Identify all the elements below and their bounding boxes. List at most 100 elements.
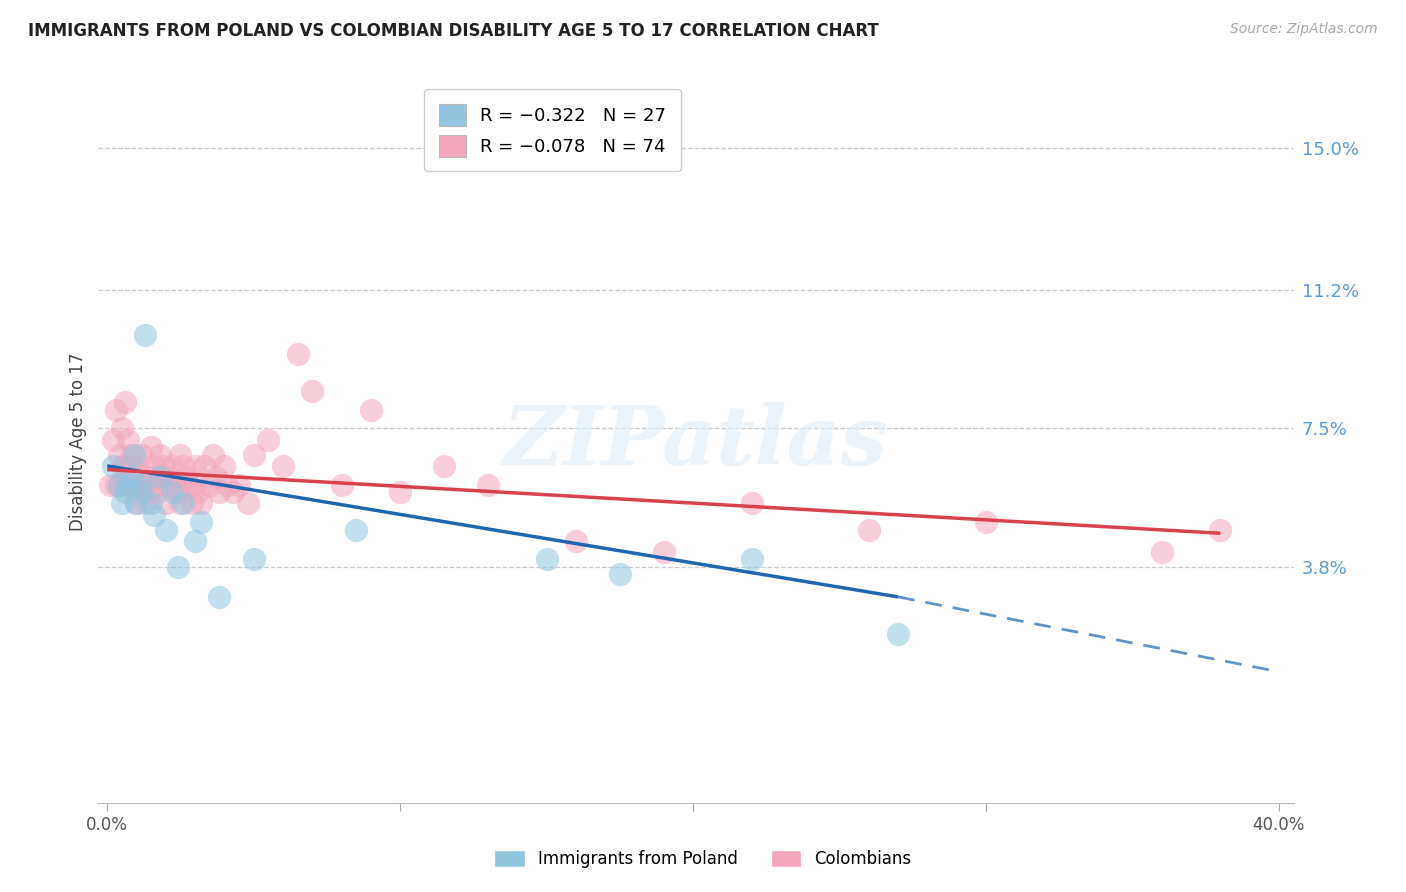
Point [190,515,212,529]
Point [741,552,763,566]
Point [131,448,153,462]
Point [141,470,163,484]
Point [105,402,127,417]
Point [179,477,201,491]
Point [149,448,172,462]
Point [287,346,309,360]
Point [131,485,153,500]
Point [184,533,207,548]
Point [1150,545,1173,559]
Point [301,384,323,398]
Point [111,421,134,435]
Point [609,567,631,582]
Point [565,533,588,548]
Point [174,470,197,484]
Point [125,496,148,510]
Point [128,458,150,473]
Point [858,523,880,537]
Point [134,327,156,342]
Point [214,458,236,473]
Point [149,470,172,484]
Point [160,458,183,473]
Point [201,448,224,462]
Point [166,485,188,500]
Point [1209,523,1232,537]
Point [242,552,264,566]
Point [155,477,177,491]
Point [105,477,127,491]
Point [98,477,121,491]
Legend: Immigrants from Poland, Colombians: Immigrants from Poland, Colombians [488,843,918,875]
Point [141,440,163,454]
Point [125,477,148,491]
Point [114,485,136,500]
Point [120,458,142,473]
Point [117,477,139,491]
Point [172,458,194,473]
Point [111,496,134,510]
Point [114,458,136,473]
Point [344,523,367,537]
Point [134,477,156,491]
Point [207,590,229,604]
Legend: R = −0.322   N = 27, R = −0.078   N = 74: R = −0.322 N = 27, R = −0.078 N = 74 [425,89,681,171]
Point [120,448,142,462]
Text: IMMIGRANTS FROM POLAND VS COLOMBIAN DISABILITY AGE 5 TO 17 CORRELATION CHART: IMMIGRANTS FROM POLAND VS COLOMBIAN DISA… [28,22,879,40]
Point [108,477,131,491]
Point [108,477,131,491]
Point [166,560,188,574]
Point [125,496,148,510]
Point [141,496,163,510]
Point [143,508,166,522]
Point [222,485,245,500]
Point [128,477,150,491]
Point [108,448,131,462]
Point [242,448,264,462]
Point [187,485,209,500]
Point [169,496,191,510]
Text: ZIPatlas: ZIPatlas [503,401,889,482]
Point [198,477,221,491]
Point [143,458,166,473]
Text: Source: ZipAtlas.com: Source: ZipAtlas.com [1230,22,1378,37]
Point [117,477,139,491]
Point [111,458,134,473]
Point [155,523,177,537]
Point [887,627,910,641]
Point [217,477,239,491]
Point [114,395,136,409]
Point [172,496,194,510]
Point [330,477,353,491]
Point [184,458,207,473]
Point [190,496,212,510]
Point [155,496,177,510]
Point [149,470,172,484]
Point [389,485,412,500]
Point [228,477,250,491]
Point [536,552,558,566]
Point [120,470,142,484]
Point [477,477,499,491]
Point [257,433,280,447]
Point [652,545,675,559]
Point [163,477,186,491]
Point [169,448,191,462]
Point [236,496,259,510]
Point [160,485,183,500]
Point [204,470,226,484]
Point [146,485,169,500]
Y-axis label: Disability Age 5 to 17: Disability Age 5 to 17 [69,352,87,531]
Point [122,448,145,462]
Point [271,458,294,473]
Point [143,477,166,491]
Point [101,458,124,473]
Point [360,402,382,417]
Point [207,485,229,500]
Point [101,433,124,447]
Point [152,458,174,473]
Point [974,515,997,529]
Point [117,433,139,447]
Point [193,458,215,473]
Point [136,485,159,500]
Point [741,496,763,510]
